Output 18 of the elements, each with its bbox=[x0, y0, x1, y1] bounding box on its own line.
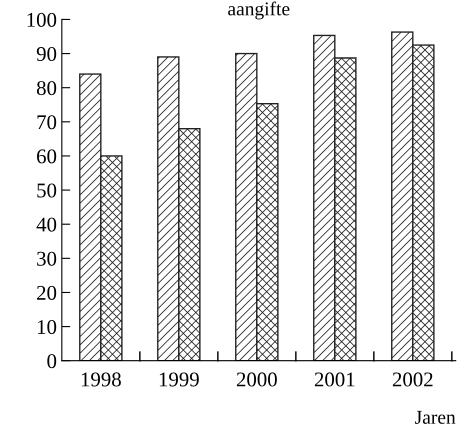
y-tick-label: 70 bbox=[38, 115, 56, 130]
x-tick-label: 2002 bbox=[392, 372, 432, 386]
y-tick-label: 20 bbox=[37, 286, 56, 300]
y-tick-label: 10 bbox=[38, 320, 56, 334]
x-tick-label: 1998 bbox=[82, 372, 121, 386]
y-tick-label: 100 bbox=[28, 12, 56, 27]
y-tick-label: 30 bbox=[37, 252, 56, 266]
chart-title: aangifte bbox=[228, 2, 290, 20]
x-axis-title: Jaren bbox=[415, 410, 456, 424]
y-tick-label: 0 bbox=[47, 354, 56, 368]
y-tick-label: 80 bbox=[36, 81, 56, 96]
x-tick-label: 2001 bbox=[314, 372, 354, 386]
y-tick-label: 90 bbox=[36, 46, 56, 61]
y-tick-label: 60 bbox=[37, 149, 56, 164]
y-tick-label: 40 bbox=[36, 218, 56, 232]
x-tick-label: 1999 bbox=[160, 372, 199, 386]
x-tick-label: 2000 bbox=[236, 372, 277, 386]
y-tick-label: 50 bbox=[37, 183, 56, 198]
